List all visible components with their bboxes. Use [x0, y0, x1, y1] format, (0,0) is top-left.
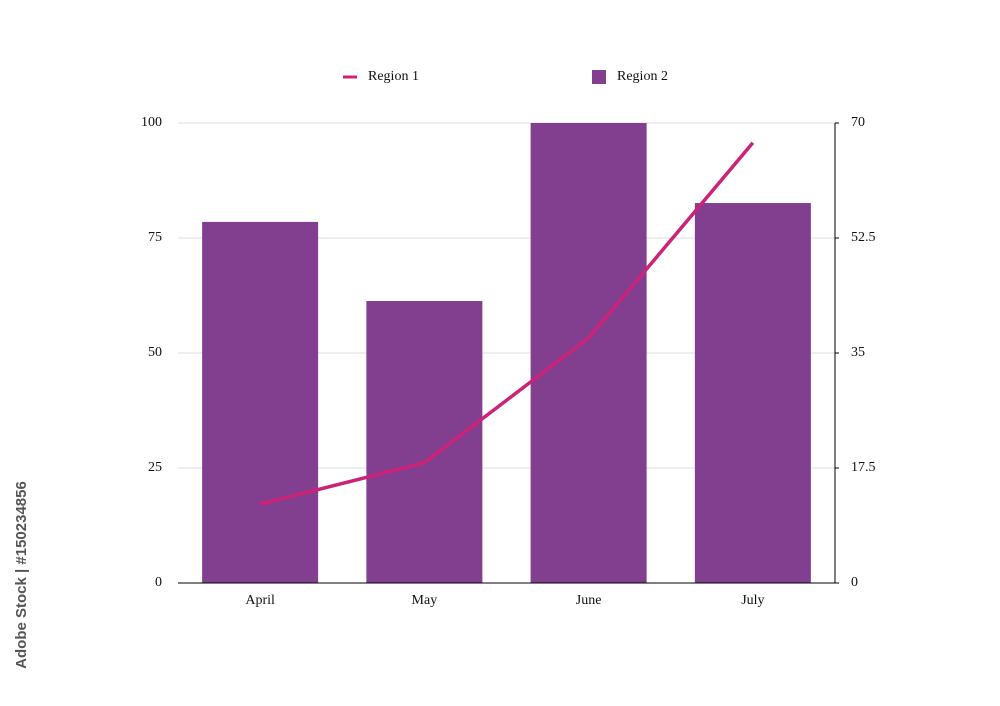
x-tick-label: July [741, 593, 764, 608]
y-tick-label: 100 [141, 115, 162, 130]
bar [694, 203, 811, 584]
bar [366, 301, 483, 583]
watermark: Adobe Stock | #150234856 [13, 481, 30, 669]
x-tick-label: May [412, 593, 438, 608]
y2-tick-label: 35 [851, 345, 865, 360]
y2-tick-label: 70 [851, 115, 865, 130]
y2-tick-label: 0 [851, 575, 858, 590]
legend-label: Region 1 [368, 69, 419, 84]
y-tick-label: 25 [148, 460, 162, 475]
y2-tick-label: 52.5 [851, 230, 876, 245]
x-tick-label: April [245, 593, 275, 608]
bar [530, 123, 647, 583]
x-tick-label: June [576, 593, 602, 608]
y-tick-label: 50 [148, 345, 162, 360]
bar [202, 221, 319, 583]
legend-swatch [592, 70, 606, 84]
y-tick-label: 75 [148, 230, 162, 245]
line [259, 141, 755, 506]
y-tick-label: 0 [155, 575, 162, 590]
y2-tick-label: 17.5 [851, 460, 876, 475]
legend-label: Region 2 [617, 69, 668, 84]
